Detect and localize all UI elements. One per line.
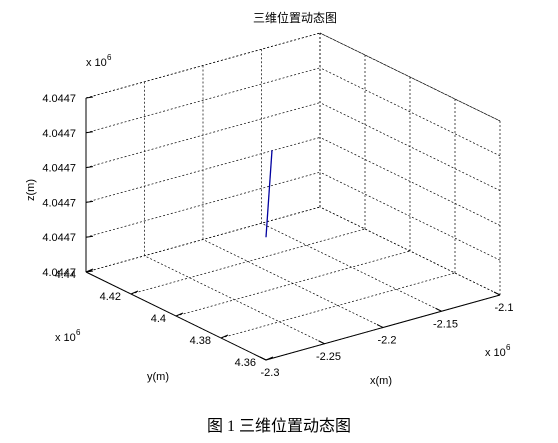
- back-wall-grid-line: [85, 137, 321, 203]
- tick-labels: -2.3 -2.25 -2.2 -2.15 -2.1 4.36 4.38 4.4 4.42 4.4…: [42, 93, 513, 379]
- z-tick-mark: [85, 235, 94, 238]
- y-axis-label: y(m): [147, 371, 169, 383]
- side-wall-grid-line: [319, 171, 501, 261]
- floor-grid-line: [261, 222, 442, 312]
- chart-title: 三维位置动态图: [253, 10, 337, 25]
- z-tick-label: 4.0447: [42, 163, 76, 175]
- side-wall-grid-line: [319, 102, 501, 191]
- z-axis-label: z(m): [25, 179, 37, 201]
- back-wall-grid-line: [85, 67, 321, 134]
- y-tick-label: 4.36: [235, 357, 256, 369]
- z-multiplier-exp: 6: [107, 53, 112, 62]
- y-multiplier-exp: 6: [76, 328, 81, 337]
- z-tick-label: 4.0447: [42, 128, 76, 140]
- y-tick-label: 4.42: [100, 291, 121, 303]
- x-tick-label: -2.2: [378, 335, 397, 347]
- back-wall-grid-line: [85, 206, 321, 273]
- x-tick-mark: [435, 307, 442, 312]
- x-tick-label: -2.15: [433, 318, 458, 330]
- x-tick-label: -2.1: [495, 302, 514, 314]
- floor-grid-line: [175, 250, 411, 317]
- back-wall-grid-line: [85, 171, 321, 238]
- z-tick-label: 4.0447: [42, 93, 76, 105]
- z-tick-mark: [85, 131, 94, 134]
- x-axis-label: x(m): [370, 375, 392, 387]
- axes-box: [85, 96, 501, 361]
- back-wall-grid-line: [85, 102, 321, 168]
- y-tick-mark: [175, 312, 184, 317]
- grid-lines: [85, 32, 501, 361]
- trajectory-line: [265, 150, 273, 238]
- x-multiplier-exp: 6: [506, 343, 511, 352]
- chart-3d-position: -2.3 -2.25 -2.2 -2.15 -2.1 4.36 4.38 4.4 4.42 4.4…: [25, 10, 513, 387]
- top-edge: [319, 32, 501, 122]
- side-wall-grid-line: [319, 206, 501, 296]
- y-tick-label: 4.4: [151, 313, 166, 325]
- z-multiplier: x 10: [86, 57, 107, 69]
- y-tick-mark: [265, 356, 274, 361]
- x-multiplier: x 10: [485, 347, 506, 359]
- series-layer: [265, 150, 273, 238]
- y-tick-label: 4.44: [55, 269, 76, 281]
- x-tick-mark: [318, 340, 325, 345]
- z-tick-mark: [85, 96, 94, 99]
- y-multiplier: x 10: [55, 332, 76, 344]
- floor-grid-line: [220, 272, 456, 339]
- z-tick-label: 4.0447: [42, 267, 76, 279]
- x-tick-mark: [493, 291, 501, 296]
- z-tick-label: 4.0447: [42, 232, 76, 244]
- x-tick-label: -2.3: [261, 367, 280, 379]
- z-tick-label: 4.0447: [42, 197, 76, 209]
- z-tick-mark: [85, 200, 94, 203]
- z-tick-mark: [85, 270, 94, 273]
- x-tick-label: -2.25: [316, 351, 341, 363]
- x-tick-mark: [376, 324, 384, 328]
- figure-caption: 图 1 三维位置动态图: [206, 418, 351, 435]
- top-edge: [85, 32, 321, 99]
- floor-grid-line: [130, 228, 366, 295]
- side-wall-grid-line: [319, 67, 501, 157]
- z-tick-mark: [85, 166, 94, 169]
- y-tick-mark: [220, 334, 229, 339]
- x-tick-mark: [259, 356, 267, 361]
- side-wall-grid-line: [319, 137, 501, 226]
- y-tick-label: 4.38: [190, 335, 211, 347]
- y-tick-mark: [130, 290, 139, 295]
